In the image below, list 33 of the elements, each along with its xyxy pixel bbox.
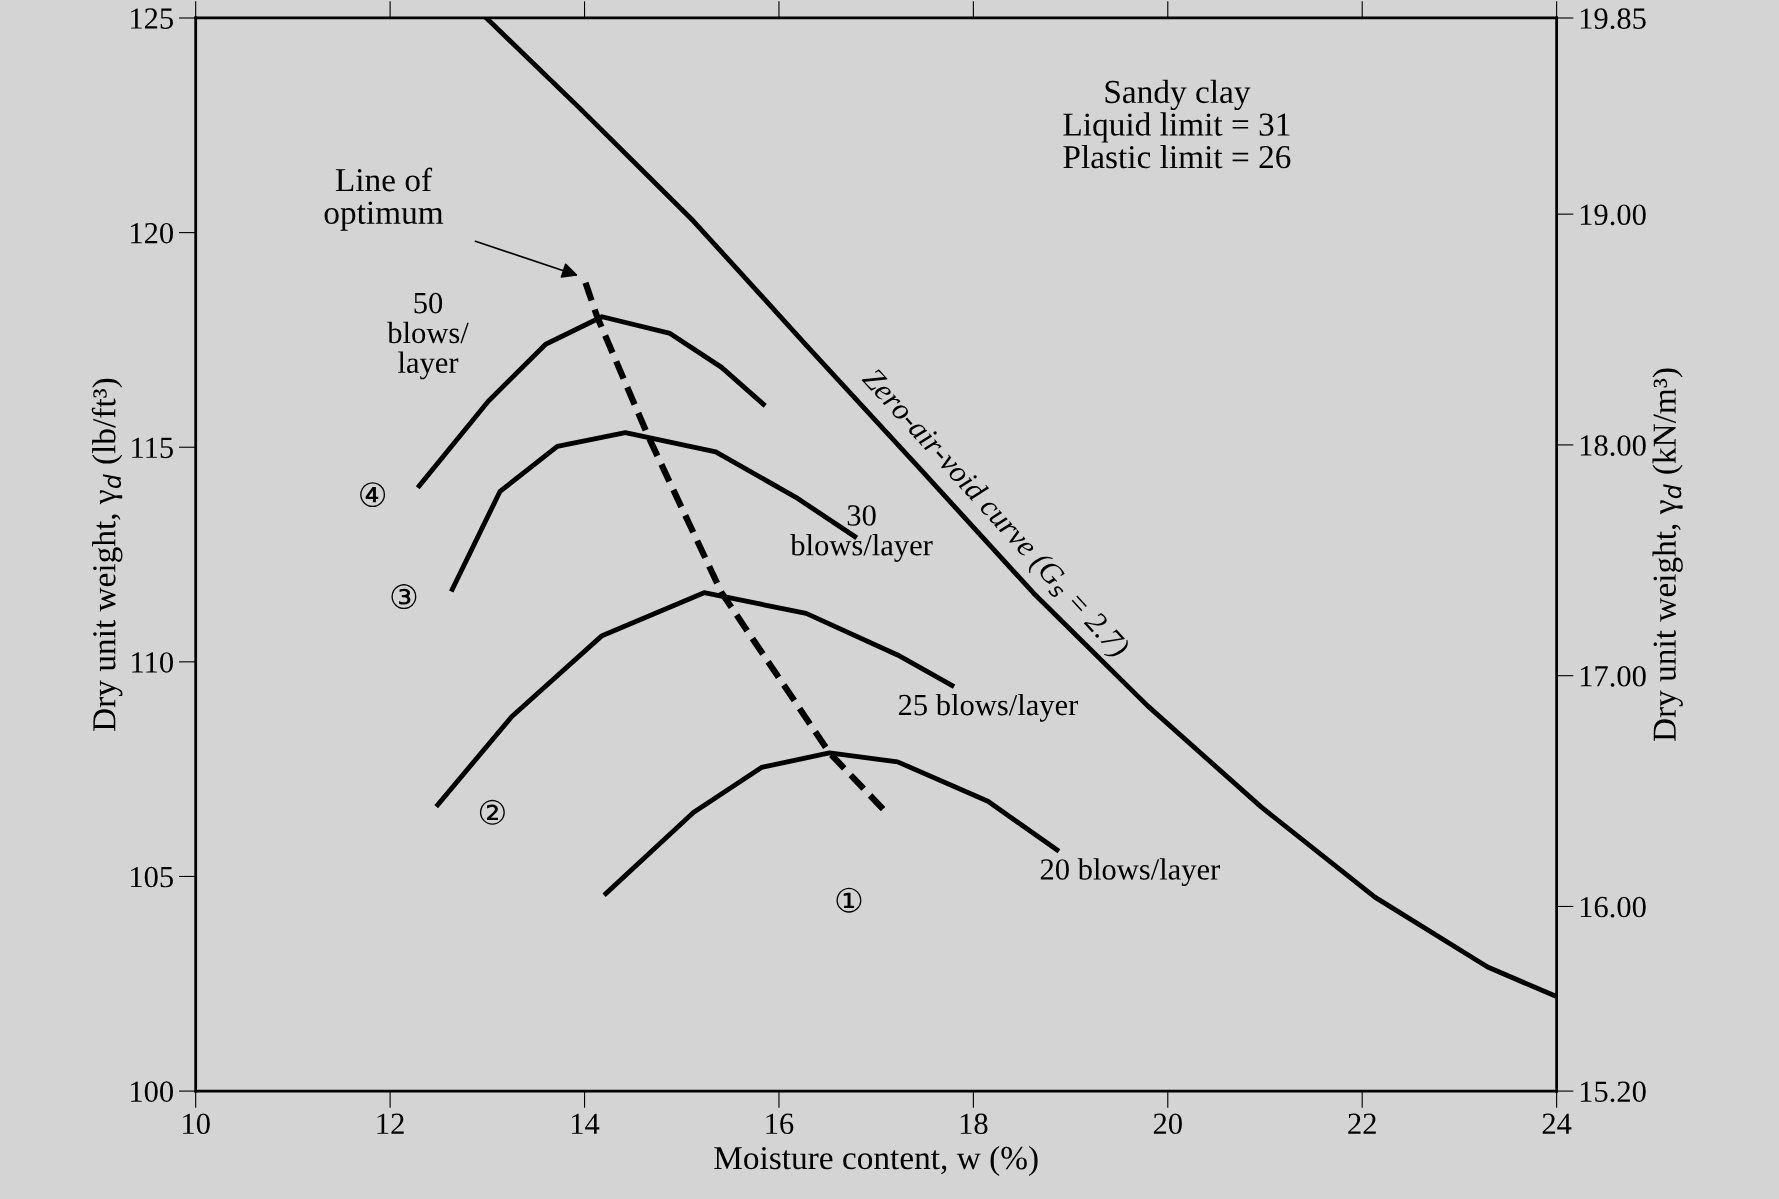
series-label: 20 blows/layer — [1040, 858, 1220, 887]
annotation: ④ — [360, 482, 386, 508]
y2-tick-label: 15.20 — [1580, 1081, 1646, 1103]
x-axis-title: Moisture content, w (%) — [714, 1145, 1038, 1177]
y-tick-label: 125 — [131, 8, 173, 29]
y2-axis-title: Dry unit weight, γ$_{d}$ (kN/m³) — [1652, 368, 1683, 742]
y-tick-label: 100 — [131, 1081, 173, 1102]
y-axis-title: Dry unit weight, γ$_{d}$ (lb/ft³) — [91, 378, 123, 731]
y-tick-label: 105 — [131, 866, 173, 888]
y2-tick-label: 19.00 — [1580, 204, 1646, 226]
series-label: 30 blows/layer — [790, 505, 933, 562]
x-tick-label: 24 — [1542, 1113, 1572, 1134]
y2-tick-label: 19.85 — [1580, 8, 1646, 30]
y-tick-label: 120 — [131, 222, 173, 244]
x-tick-label: 16 — [766, 1113, 794, 1135]
annotation: ③ — [391, 584, 417, 610]
annotation: ② — [479, 799, 505, 825]
y-tick-label: 110 — [132, 652, 173, 673]
series-label: 50 blows/ layer — [387, 292, 469, 380]
x-tick-label: 18 — [960, 1113, 988, 1135]
annotation: Line of optimum — [324, 167, 444, 231]
x-tick-label: 14 — [571, 1113, 600, 1134]
y-tick-label: 115 — [132, 437, 173, 459]
y2-tick-label: 17.00 — [1580, 665, 1646, 687]
series-label: 25 blows/layer — [898, 693, 1079, 722]
y2-tick-label: 16.00 — [1580, 896, 1646, 918]
x-tick-label: 10 — [183, 1113, 210, 1135]
x-tick-label: 22 — [1348, 1113, 1376, 1134]
y2-tick-label: 18.00 — [1580, 435, 1646, 456]
annotation: Sandy clay Liquid limit = 31 Plastic limit = 26 — [1063, 79, 1291, 169]
annotation: ① — [836, 887, 862, 913]
x-tick-label: 20 — [1153, 1113, 1182, 1135]
x-tick-label: 12 — [377, 1113, 404, 1134]
